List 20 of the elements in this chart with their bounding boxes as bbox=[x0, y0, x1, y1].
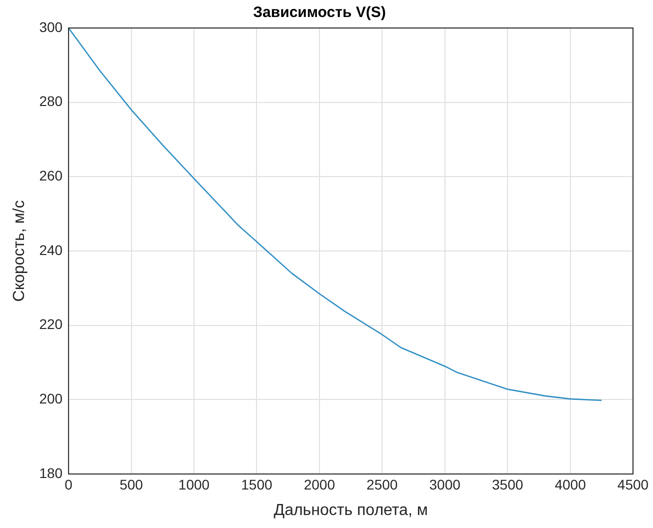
x-tick-label: 2000 bbox=[304, 476, 336, 492]
x-tick-label: 4500 bbox=[617, 476, 649, 492]
x-tick-label: 500 bbox=[120, 476, 144, 492]
y-tick-label: 200 bbox=[39, 390, 63, 407]
x-tick-label: 3000 bbox=[429, 476, 461, 492]
y-tick-label: 220 bbox=[39, 316, 63, 332]
y-tick-label: 300 bbox=[39, 18, 63, 35]
y-tick-label: 280 bbox=[39, 93, 63, 110]
x-tick-label: 2500 bbox=[366, 476, 398, 492]
y-tick-label: 240 bbox=[39, 242, 63, 258]
x-tick-label: 4000 bbox=[554, 476, 586, 492]
y-tick-label: 260 bbox=[39, 168, 63, 184]
x-tick-label: 0 bbox=[64, 476, 73, 492]
y-tick-label: 180 bbox=[39, 464, 63, 481]
y-axis-title: Скорость, м/с bbox=[11, 200, 28, 302]
x-axis-title: Дальность полета, м bbox=[274, 502, 428, 519]
chart-title: Зависимость V(S) bbox=[253, 4, 386, 22]
x-tick-label: 1500 bbox=[241, 476, 272, 492]
x-tick-label: 3500 bbox=[492, 476, 524, 492]
x-tick-label: 1000 bbox=[178, 476, 210, 492]
